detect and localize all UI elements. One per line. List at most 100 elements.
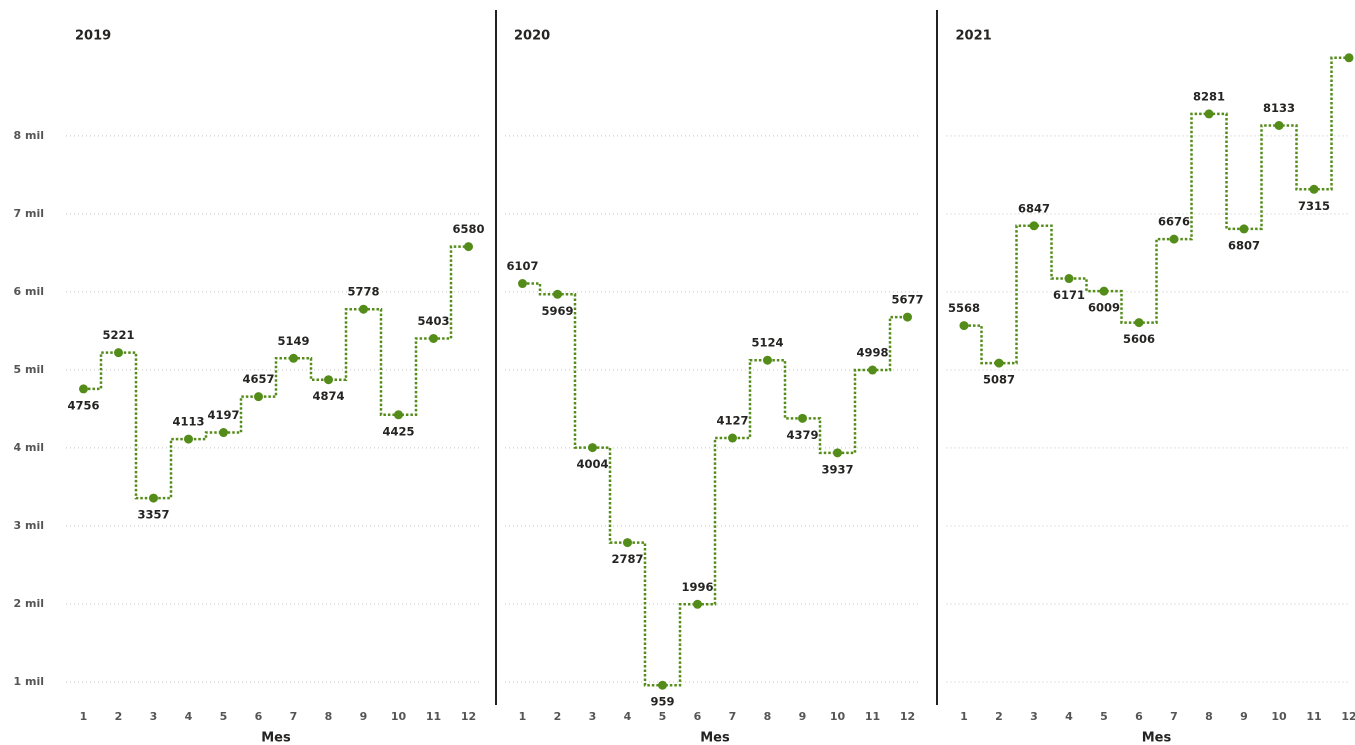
data-point xyxy=(79,384,88,394)
x-tick-label: 8 xyxy=(1205,710,1213,723)
data-point xyxy=(994,358,1004,368)
x-tick-label: 12 xyxy=(1341,710,1355,723)
x-tick-label: 11 xyxy=(1306,710,1321,723)
data-label: 5149 xyxy=(277,334,309,348)
x-tick-label: 5 xyxy=(220,710,228,723)
data-label: 4379 xyxy=(786,428,818,442)
data-point xyxy=(553,289,562,299)
data-point xyxy=(763,355,772,365)
data-label: 2787 xyxy=(611,552,643,566)
y-tick-label: 6 mil xyxy=(14,285,45,298)
data-point xyxy=(1064,274,1074,284)
y-tick-label: 7 mil xyxy=(14,207,45,220)
data-label: 7315 xyxy=(1298,199,1330,213)
data-label: 4425 xyxy=(382,424,414,438)
data-point xyxy=(658,680,667,690)
data-point xyxy=(959,321,969,331)
x-tick-label: 3 xyxy=(150,710,158,723)
x-tick-label: 10 xyxy=(830,710,846,723)
data-point xyxy=(184,434,193,444)
y-tick-label: 8 mil xyxy=(14,129,45,142)
data-point xyxy=(728,433,737,443)
x-tick-label: 1 xyxy=(960,710,968,723)
data-point xyxy=(359,304,368,314)
y-tick-label: 2 mil xyxy=(14,597,45,610)
x-tick-label: 7 xyxy=(290,710,298,723)
y-tick-label: 4 mil xyxy=(14,441,45,454)
data-label: 4004 xyxy=(576,457,608,471)
x-tick-label: 2 xyxy=(995,710,1003,723)
data-point xyxy=(518,279,527,289)
data-label: 1996 xyxy=(681,580,713,594)
x-tick-label: 8 xyxy=(325,710,333,723)
x-tick-label: 4 xyxy=(624,710,632,723)
data-point xyxy=(903,312,912,322)
x-tick-label: 9 xyxy=(799,710,807,723)
x-tick-label: 11 xyxy=(426,710,441,723)
data-point xyxy=(1169,234,1179,244)
data-point xyxy=(693,599,702,609)
x-tick-label: 11 xyxy=(865,710,880,723)
data-point xyxy=(394,410,403,420)
data-point xyxy=(114,348,123,358)
panel-title: 2020 xyxy=(514,29,550,44)
x-tick-label: 4 xyxy=(185,710,193,723)
data-label: 959 xyxy=(650,695,674,709)
data-point xyxy=(1099,286,1109,296)
x-tick-label: 3 xyxy=(1030,710,1038,723)
data-label: 4657 xyxy=(242,372,274,386)
data-label: 5124 xyxy=(751,336,783,350)
x-tick-label: 1 xyxy=(80,710,88,723)
x-tick-label: 5 xyxy=(1100,710,1108,723)
y-tick-label: 1 mil xyxy=(14,675,45,688)
data-label: 4756 xyxy=(67,398,99,412)
step-line xyxy=(964,56,1349,365)
data-label: 6171 xyxy=(1053,288,1085,302)
data-point xyxy=(1344,53,1354,63)
x-tick-label: 6 xyxy=(255,710,263,723)
data-point xyxy=(833,448,842,458)
data-label: 4998 xyxy=(856,346,888,360)
data-point xyxy=(149,493,158,503)
x-tick-label: 9 xyxy=(1240,710,1248,723)
data-label: 5677 xyxy=(891,293,923,307)
step-line xyxy=(83,245,469,500)
data-label: 3937 xyxy=(821,462,853,476)
data-label: 5778 xyxy=(347,285,379,299)
data-label: 5403 xyxy=(417,314,449,328)
x-tick-label: 8 xyxy=(764,710,772,723)
data-label: 8133 xyxy=(1263,101,1295,115)
y-tick-label: 3 mil xyxy=(14,519,45,532)
y-tick-label: 5 mil xyxy=(14,363,45,376)
data-point xyxy=(324,375,333,385)
data-label: 6009 xyxy=(1088,301,1120,315)
data-label: 6676 xyxy=(1158,215,1190,229)
x-tick-label: 2 xyxy=(115,710,123,723)
data-point xyxy=(254,392,263,402)
panel-title: 2021 xyxy=(956,29,992,44)
x-tick-label: 12 xyxy=(461,710,476,723)
data-label: 6107 xyxy=(506,259,538,273)
data-label: 5969 xyxy=(541,304,573,318)
data-point xyxy=(588,443,597,453)
x-axis-title: Mes xyxy=(261,731,291,745)
x-tick-label: 9 xyxy=(360,710,368,723)
data-point xyxy=(868,365,877,375)
data-point xyxy=(289,353,298,363)
data-label: 4127 xyxy=(716,414,748,428)
data-point xyxy=(1239,224,1249,234)
data-point xyxy=(429,333,438,343)
x-tick-label: 1 xyxy=(519,710,527,723)
data-point xyxy=(219,428,228,438)
data-point xyxy=(1029,221,1039,231)
x-tick-label: 2 xyxy=(554,710,562,723)
data-point xyxy=(464,242,473,252)
data-label: 6580 xyxy=(452,222,484,236)
data-label: 3357 xyxy=(137,508,169,522)
data-label: 5221 xyxy=(102,328,134,342)
data-label: 5606 xyxy=(1123,332,1155,346)
data-label: 4113 xyxy=(172,415,204,429)
x-tick-label: 6 xyxy=(694,710,702,723)
x-tick-label: 10 xyxy=(1271,710,1287,723)
